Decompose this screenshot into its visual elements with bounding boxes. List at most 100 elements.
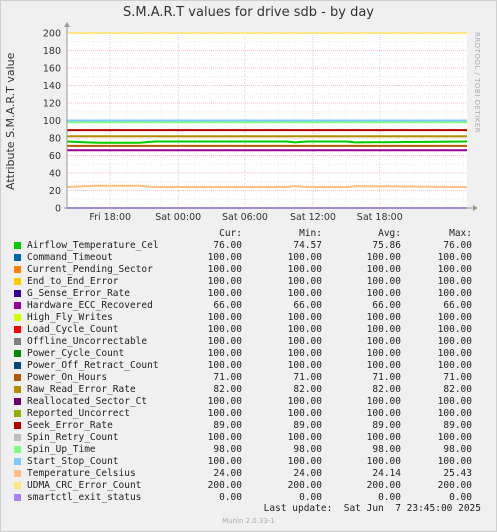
legend-swatch <box>14 350 21 357</box>
legend-row: Raw_Read_Error_Rate 82.00 82.00 82.00 82.00 <box>0 384 497 396</box>
legend-swatch <box>14 434 21 441</box>
legend-value-avg: 100.00 <box>366 312 401 323</box>
legend-value-cur: 100.00 <box>207 336 242 347</box>
y-tick-label: 180 <box>43 46 61 57</box>
legend-value-avg: 100.00 <box>366 276 401 287</box>
legend-swatch <box>14 278 21 285</box>
legend-value-min: 100.00 <box>287 408 322 419</box>
legend-swatch <box>14 422 21 429</box>
legend-swatch <box>14 266 21 273</box>
legend-value-max: 100.00 <box>437 432 472 443</box>
legend-value-cur: 82.00 <box>213 384 242 395</box>
x-tick-label: Sat 18:00 <box>357 212 403 223</box>
legend-series-name: Reported_Uncorrect <box>27 408 130 419</box>
legend-swatch <box>14 494 21 501</box>
legend-value-max: 100.00 <box>437 456 472 467</box>
legend-value-max: 89.00 <box>443 420 472 431</box>
legend-swatch <box>14 326 21 333</box>
legend-value-cur: 200.00 <box>207 480 242 491</box>
legend-value-min: 71.00 <box>293 372 322 383</box>
legend-value-cur: 100.00 <box>207 252 242 263</box>
x-axis-arrow <box>473 205 478 211</box>
legend-swatch <box>14 254 21 261</box>
legend-value-min: 89.00 <box>293 420 322 431</box>
legend-value-max: 100.00 <box>437 324 472 335</box>
legend-row: Power_On_Hours 71.00 71.00 71.00 71.00 <box>0 372 497 384</box>
legend-value-min: 24.00 <box>293 468 322 479</box>
legend-row: End_to_End_Error 100.00 100.00 100.00 100.00 <box>0 276 497 288</box>
legend-series-name: High_Fly_Writes <box>27 312 113 323</box>
legend-series-name: Current_Pending_Sector <box>27 264 153 275</box>
legend-row: Start_Stop_Count 100.00 100.00 100.00 100.00 <box>0 456 497 468</box>
legend-series-name: Airflow_Temperature_Cel <box>27 240 159 251</box>
y-tick-label: 160 <box>43 64 61 75</box>
y-tick-label: 140 <box>43 81 61 92</box>
legend-swatch <box>14 314 21 321</box>
legend-value-cur: 100.00 <box>207 348 242 359</box>
legend-series-name: Start_Stop_Count <box>27 456 119 467</box>
legend-value-cur: 100.00 <box>207 408 242 419</box>
x-tick-label: Sat 12:00 <box>290 212 336 223</box>
legend-value-avg: 98.00 <box>372 444 401 455</box>
legend-value-avg: 66.00 <box>372 300 401 311</box>
legend-value-max: 66.00 <box>443 300 472 311</box>
legend-value-avg: 100.00 <box>366 456 401 467</box>
legend-value-min: 100.00 <box>287 348 322 359</box>
legend-series-name: Seek_Error_Rate <box>27 420 113 431</box>
y-tick-label: 40 <box>49 169 61 180</box>
legend-value-avg: 75.86 <box>372 240 401 251</box>
legend-value-avg: 24.14 <box>372 468 401 479</box>
legend-value-cur: 100.00 <box>207 456 242 467</box>
legend-value-min: 100.00 <box>287 456 322 467</box>
last-update: Last update: Sat Jun 7 23:45:00 2025 <box>263 503 481 514</box>
legend-swatch <box>14 242 21 249</box>
legend-value-min: 100.00 <box>287 252 322 263</box>
legend-value-cur: 100.00 <box>207 324 242 335</box>
legend-value-cur: 98.00 <box>213 444 242 455</box>
legend-value-max: 82.00 <box>443 384 472 395</box>
y-tick-label: 100 <box>43 116 61 127</box>
legend-value-max: 100.00 <box>437 264 472 275</box>
legend-value-max: 100.00 <box>437 408 472 419</box>
legend-row: Airflow_Temperature_Cel 76.00 74.57 75.86 76… <box>0 240 497 252</box>
legend-value-min: 100.00 <box>287 360 322 371</box>
legend-value-max: 0.00 <box>449 492 472 503</box>
legend-value-max: 98.00 <box>443 444 472 455</box>
legend-series-name: Reallocated_Sector_Ct <box>27 396 148 407</box>
legend-row: Power_Off_Retract_Count 100.00 100.00 100.0… <box>0 360 497 372</box>
legend-value-cur: 89.00 <box>213 420 242 431</box>
legend-value-min: 98.00 <box>293 444 322 455</box>
y-tick-label: 120 <box>43 99 61 110</box>
legend-row: Spin_Retry_Count 100.00 100.00 100.00 100.00 <box>0 432 497 444</box>
legend-series-name: Raw_Read_Error_Rate <box>27 384 136 395</box>
legend-header-avg: Avg: <box>378 228 401 239</box>
legend-value-avg: 0.00 <box>378 492 401 503</box>
legend-series-name: UDMA_CRC_Error_Count <box>27 480 142 491</box>
legend-value-max: 100.00 <box>437 276 472 287</box>
legend-swatch <box>14 446 21 453</box>
legend-value-max: 100.00 <box>437 396 472 407</box>
legend-header: Cur: Min: Avg: Max: <box>0 228 497 240</box>
legend-row: Seek_Error_Rate 89.00 89.00 89.00 89.00 <box>0 420 497 432</box>
legend-value-cur: 76.00 <box>213 240 242 251</box>
munin-version: Munin 2.0.33-1 <box>222 517 275 525</box>
legend-series-name: Offline_Uncorrectable <box>27 336 148 347</box>
legend-header-cur: Cur: <box>219 228 242 239</box>
legend-swatch <box>14 458 21 465</box>
legend-value-min: 0.00 <box>299 492 322 503</box>
legend-value-avg: 200.00 <box>366 480 401 491</box>
legend-row: Spin_Up_Time 98.00 98.00 98.00 98.00 <box>0 444 497 456</box>
legend-value-cur: 100.00 <box>207 360 242 371</box>
legend-value-cur: 100.00 <box>207 276 242 287</box>
legend-row: Reallocated_Sector_Ct 100.00 100.00 100.00 1… <box>0 396 497 408</box>
legend-row: Power_Cycle_Count 100.00 100.00 100.00 100.0… <box>0 348 497 360</box>
legend-value-max: 71.00 <box>443 372 472 383</box>
legend-value-max: 100.00 <box>437 252 472 263</box>
legend-swatch <box>14 374 21 381</box>
legend-value-avg: 100.00 <box>366 360 401 371</box>
legend-value-cur: 100.00 <box>207 312 242 323</box>
legend-value-min: 100.00 <box>287 288 322 299</box>
legend-series-name: Power_Off_Retract_Count <box>27 360 159 371</box>
x-tick-label: Sat 00:00 <box>155 212 201 223</box>
y-tick-label: 60 <box>49 151 61 162</box>
